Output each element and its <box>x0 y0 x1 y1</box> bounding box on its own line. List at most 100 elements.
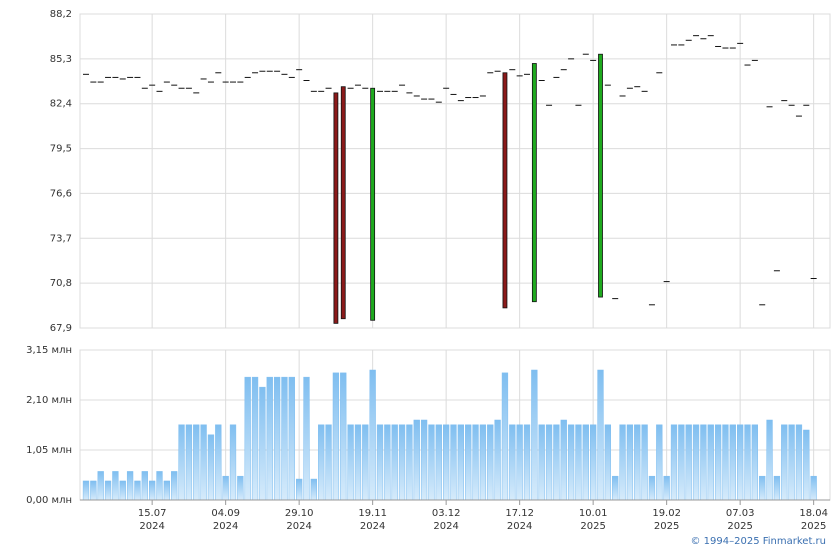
x-tick-label: 07.03 2025 <box>726 508 755 532</box>
volume-bar <box>266 376 273 501</box>
plot-area <box>79 13 831 329</box>
volume-bar <box>670 424 678 501</box>
volume-bar <box>487 424 494 501</box>
volume-bar <box>509 424 516 501</box>
x-tick-label: 10.01 2025 <box>579 508 608 532</box>
volume-bar <box>604 424 612 501</box>
volume-bar <box>171 471 178 501</box>
volume-bar <box>259 386 266 501</box>
volume-bar <box>215 424 222 501</box>
volume-bar <box>134 480 141 501</box>
volume-bar <box>685 424 692 501</box>
volume-bar <box>318 424 325 501</box>
volume-bar <box>82 480 90 501</box>
volume-bar <box>729 424 736 501</box>
y-tick-label: 3,15 млн <box>26 345 72 356</box>
volume-bar <box>516 424 523 501</box>
volume-bar <box>207 434 215 501</box>
candle <box>340 86 346 320</box>
volume-bar <box>678 424 685 501</box>
volume-bar <box>773 475 781 501</box>
x-tick-label: 04.09 2024 <box>211 508 240 532</box>
volume-bar <box>692 424 700 501</box>
volume-bar <box>193 424 200 501</box>
volume-bar <box>472 424 479 501</box>
volume-bar <box>200 424 207 501</box>
volume-bar <box>759 475 766 501</box>
volume-bar <box>590 424 597 501</box>
volume-bar <box>553 424 560 501</box>
x-tick-label: 19.02 2025 <box>652 508 681 532</box>
volume-bar <box>237 475 244 501</box>
y-tick-label: 79,5 <box>50 144 72 155</box>
y-tick-label: 73,7 <box>50 233 72 244</box>
volume-bar <box>722 424 729 501</box>
volume-bar <box>435 424 442 501</box>
x-tick-label: 03.12 2024 <box>432 508 461 532</box>
volume-bar <box>398 424 406 501</box>
y-tick-label: 1,05 млн <box>26 445 72 456</box>
volume-bar <box>229 424 237 501</box>
volume-bar <box>340 372 347 501</box>
copyright: © 1994–2025 Finmarket.ru <box>690 536 826 547</box>
volume-bar <box>619 424 626 501</box>
volume-bar <box>126 471 134 501</box>
candle <box>531 63 537 303</box>
volume-bar <box>545 424 553 501</box>
volume-bar <box>310 478 318 501</box>
volume-bar <box>420 419 428 501</box>
volume-bar <box>384 424 391 501</box>
volume-bar <box>766 419 773 501</box>
volume-bar <box>288 376 295 501</box>
volume-bar <box>641 424 648 501</box>
volume-bar <box>744 424 751 501</box>
volume-bar <box>656 424 663 501</box>
volume-bar <box>325 424 332 501</box>
volume-bar <box>494 419 501 501</box>
volume-bar <box>443 424 450 501</box>
volume-bar <box>737 424 744 501</box>
volume-bar <box>634 424 641 501</box>
volume-bar <box>185 424 193 501</box>
volume-bar <box>597 369 604 501</box>
volume-bar <box>803 429 810 501</box>
volume-bar <box>788 424 795 501</box>
volume-bar <box>369 369 376 501</box>
candle <box>598 53 603 298</box>
volume-bar <box>156 471 163 501</box>
x-tick-label: 18.04 2025 <box>799 508 828 532</box>
volume-bar <box>90 480 97 501</box>
volume-bar <box>149 480 156 501</box>
y-tick-label: 82,4 <box>50 99 72 110</box>
volume-bar <box>648 475 656 501</box>
volume-bar <box>296 478 303 501</box>
volume-bar <box>104 480 112 501</box>
volume-bar <box>413 419 420 501</box>
candle <box>333 92 339 324</box>
volume-bar <box>700 424 707 501</box>
volume-bar <box>663 475 670 501</box>
y-tick-label: 70,8 <box>50 278 72 289</box>
volume-bar <box>303 376 310 501</box>
volume-bar <box>751 424 759 501</box>
volume-bar <box>141 471 148 501</box>
x-tick-label: 29.10 2024 <box>285 508 314 532</box>
y-tick-label: 88,2 <box>50 9 72 20</box>
volume-bar <box>457 424 465 501</box>
volume-bar <box>251 376 259 501</box>
volume-bar <box>178 424 185 501</box>
volume-bar <box>354 424 362 501</box>
y-tick-label: 76,6 <box>50 188 72 199</box>
volume-bar <box>119 480 126 501</box>
volume-bar <box>347 424 354 501</box>
volume-bar <box>97 471 104 501</box>
volume-bar <box>582 424 589 501</box>
volume-bar <box>567 424 575 501</box>
volume-bar <box>479 424 487 501</box>
volume-bar <box>707 424 714 501</box>
y-tick-label: 2,10 млн <box>26 395 72 406</box>
volume-bar <box>391 424 398 501</box>
y-tick-label: 0,00 млн <box>26 495 72 506</box>
volume-bar <box>112 471 119 501</box>
